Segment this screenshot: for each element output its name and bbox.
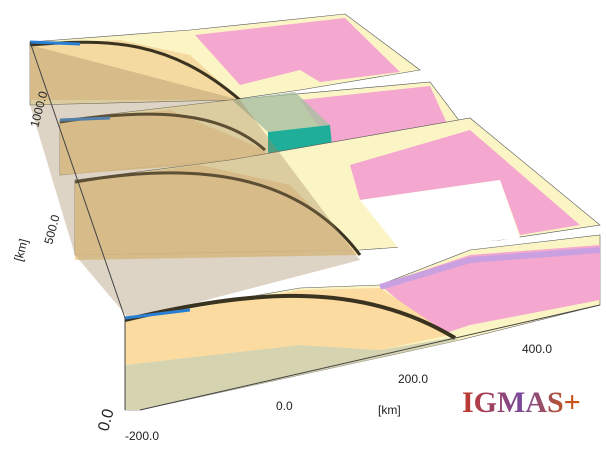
origin-label: 0.0 [95,407,117,433]
x-tick-label: 200.0 [398,372,428,386]
y-tick-label: 500.0 [41,213,62,246]
x-tick-label: -200.0 [125,429,159,443]
model-view: 1000.0 500.0 [km] 0.0 -200.0 0.0 200.0 4… [0,0,606,452]
x-tick-label: 0.0 [276,399,293,413]
x-axis-label: [km] [378,403,401,417]
x-tick-label: 400.0 [522,342,552,356]
logo: IGMAS+ [462,386,581,419]
y-axis-label: [km] [11,237,30,263]
